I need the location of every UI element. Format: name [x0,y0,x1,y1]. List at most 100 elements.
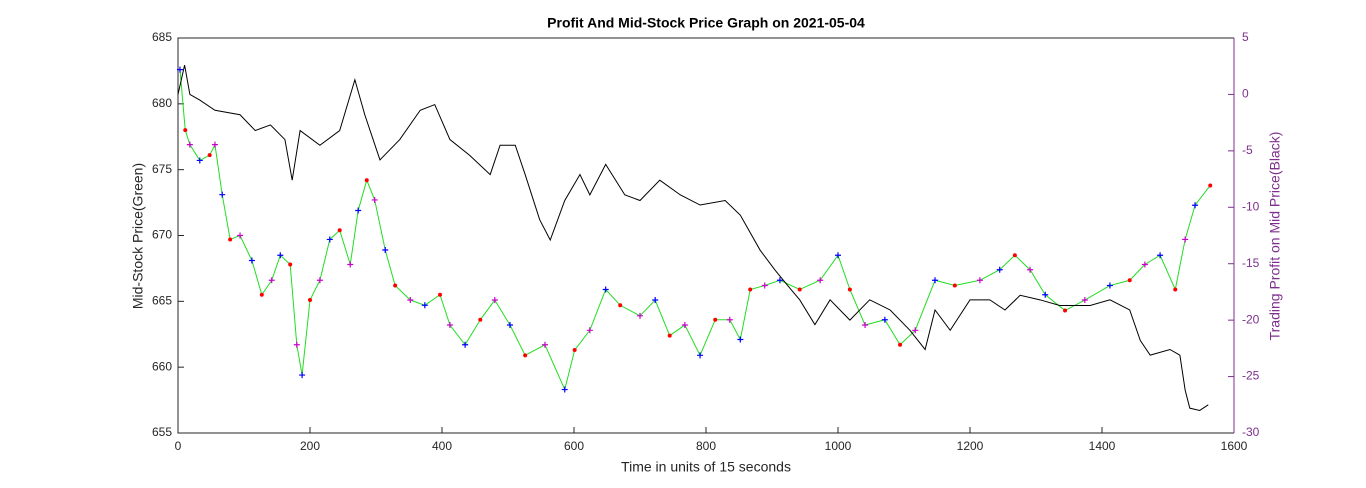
marker-dot [898,342,903,347]
marker-plus [996,266,1003,273]
marker-plus [776,277,783,284]
marker-dot [364,178,369,183]
marker-plus [761,282,768,289]
marker-dot [478,317,483,322]
y-tick-label: 670 [152,228,172,242]
marker-plus [462,341,469,348]
marker-plus [347,261,354,268]
marker-plus [326,236,333,243]
marker-plus [196,157,203,164]
marker-plus [446,322,453,329]
y-tick-label: 685 [152,30,172,44]
marker-plus [697,352,704,359]
marker-plus [176,66,183,73]
marker-dot [572,348,577,353]
marker-plus [316,277,323,284]
marker-dot [1063,308,1068,313]
x-tick-label: 400 [432,439,452,453]
marker-dot [1012,253,1017,258]
x-tick-label: 200 [300,439,320,453]
y2-tick-label: -5 [1242,143,1253,157]
marker-dot [438,292,443,297]
y2-tick-label: 0 [1242,87,1249,101]
marker-dot [748,287,753,292]
x-tick-label: 800 [696,439,716,453]
marker-dot [797,287,802,292]
y2-tick-label: -20 [1242,312,1260,326]
y2-axis-label: Trading Profit on Mid Price(Black) [1267,132,1283,341]
marker-plus [932,277,939,284]
x-axis-label: Time in units of 15 seconds [621,459,791,475]
marker-plus [237,232,244,239]
marker-plus [371,196,378,203]
marker-plus [681,322,688,329]
x-tick-label: 600 [564,439,584,453]
marker-plus [602,286,609,293]
marker-plus [817,277,824,284]
marker-plus [541,341,548,348]
chart-title: Profit And Mid-Stock Price Graph on 2021… [547,15,865,31]
marker-plus [1081,297,1088,304]
marker-plus [586,327,593,334]
marker-plus [835,252,841,259]
x-tick-label: 0 [175,439,182,453]
marker-plus [737,336,744,343]
marker-dot [288,262,293,267]
marker-dot [713,317,718,322]
marker-dot [1127,278,1132,283]
marker-plus [862,322,869,329]
marker-dot [259,292,264,297]
marker-plus [277,252,284,259]
x-tick-label: 1200 [957,439,984,453]
marker-plus [491,297,498,304]
marker-plus [219,191,226,198]
y2-tick-label: -10 [1242,199,1260,213]
x-tick-label: 1600 [1221,439,1248,453]
marker-plus [268,277,275,284]
x-tick-label: 1000 [825,439,852,453]
y2-tick-label: 5 [1242,30,1249,44]
marker-plus [355,207,362,214]
y-tick-label: 660 [152,359,172,373]
marker-plus [881,316,888,323]
marker-plus [1182,236,1189,243]
marker-dot [393,283,398,288]
y-tick-label: 665 [152,294,172,308]
marker-dot [618,303,623,308]
y2-tick-label: -15 [1242,256,1260,270]
y2-tick-label: -30 [1242,425,1260,439]
marker-dot [183,128,188,133]
y-tick-label: 655 [152,425,172,439]
marker-dot [667,333,672,338]
marker-dot [228,237,233,242]
marker-plus [293,341,300,348]
y-tick-label: 675 [152,162,172,176]
marker-plus [1027,266,1034,273]
marker-plus [1157,252,1164,259]
marker-plus [248,257,255,264]
axes-box-left [177,37,1234,434]
marker-dot [337,228,342,233]
marker-plus [407,297,414,304]
marker-plus [421,302,428,309]
marker-plus [382,246,389,253]
marker-dot [952,283,957,288]
marker-plus [561,386,568,393]
marker-dot [1173,287,1178,292]
marker-plus [506,322,513,329]
y-tick-label: 680 [152,96,172,110]
marker-plus [1042,291,1049,298]
marker-plus [299,372,306,379]
marker-plus [1106,282,1113,289]
marker-dot [308,298,312,303]
marker-plus [1141,261,1148,268]
marker-dot [207,153,212,158]
marker-plus [726,316,733,323]
series-line [177,64,1209,411]
marker-plus [976,277,983,284]
y-axis-label: Mid-Stock Price(Green) [130,163,146,309]
x-tick-label: 1400 [1089,439,1116,453]
